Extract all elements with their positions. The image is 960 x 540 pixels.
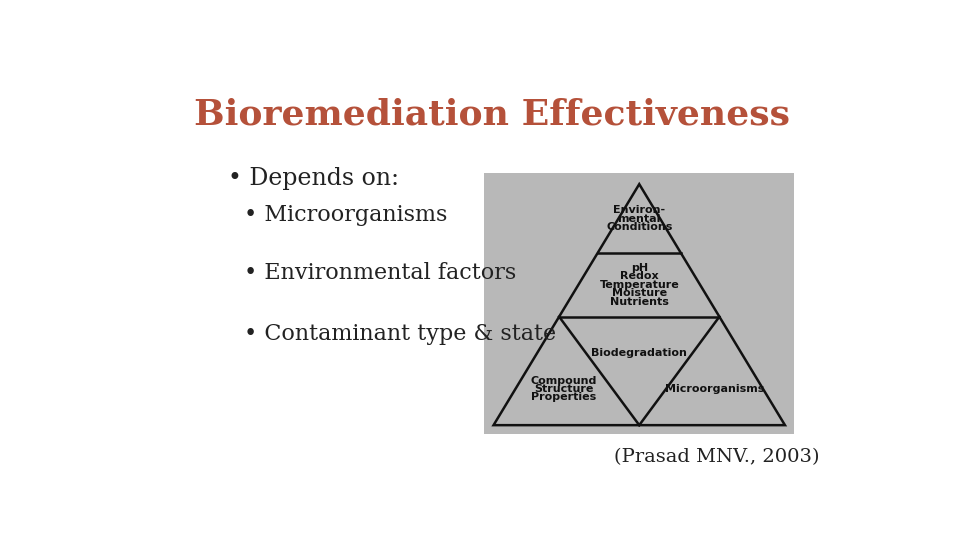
- Text: Microorganisms: Microorganisms: [665, 384, 764, 394]
- Text: Properties: Properties: [531, 393, 596, 402]
- Text: Moisture: Moisture: [612, 288, 667, 299]
- Text: Temperature: Temperature: [599, 280, 679, 290]
- Text: Structure: Structure: [535, 384, 593, 394]
- Text: Redox: Redox: [620, 272, 659, 281]
- Text: • Contaminant type & state: • Contaminant type & state: [244, 323, 556, 345]
- Text: pH: pH: [631, 263, 648, 273]
- Text: Environ-: Environ-: [613, 205, 665, 215]
- Bar: [484, 173, 794, 434]
- Text: • Depends on:: • Depends on:: [228, 167, 399, 190]
- Polygon shape: [493, 184, 785, 425]
- Text: • Microorganisms: • Microorganisms: [244, 204, 447, 226]
- Text: Bioremediation Effectiveness: Bioremediation Effectiveness: [194, 98, 790, 132]
- Text: Biodegradation: Biodegradation: [591, 348, 687, 358]
- Text: (Prasad MNV., 2003): (Prasad MNV., 2003): [614, 449, 820, 467]
- Text: • Environmental factors: • Environmental factors: [244, 262, 516, 284]
- Text: Conditions: Conditions: [606, 222, 672, 232]
- Text: Compound: Compound: [531, 375, 597, 386]
- Text: mental: mental: [617, 214, 660, 224]
- Text: Nutrients: Nutrients: [610, 297, 669, 307]
